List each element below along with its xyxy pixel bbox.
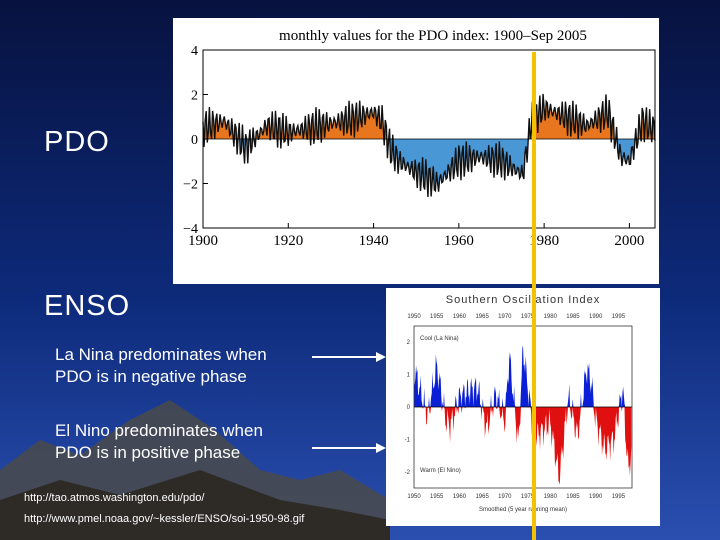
soi-y-tick-label: 2 xyxy=(407,340,411,346)
soi-warm-annotation: Warm (El Nino) xyxy=(420,468,461,474)
arrow-la-nina xyxy=(312,352,386,362)
soi-x-tick-label-bottom: 1955 xyxy=(430,494,444,500)
pdo-chart-panel: monthly values for the PDO index: 1900–S… xyxy=(173,18,659,284)
el-nino-line-1: El Nino predominates when xyxy=(55,421,263,440)
pdo-x-tick-label: 1900 xyxy=(188,233,218,249)
pdo-x-tick-label: 1960 xyxy=(444,233,474,249)
soi-x-tick-label-bottom: 1985 xyxy=(566,494,580,500)
regime-shift-marker xyxy=(532,52,536,540)
soi-x-tick-label-bottom: 1995 xyxy=(612,494,626,500)
soi-x-tick-label-top: 1960 xyxy=(453,314,467,320)
soi-chart: Southern Oscillation Index Cool (La Nina… xyxy=(405,294,633,513)
la-nina-line-2: PDO is in negative phase xyxy=(55,367,247,386)
soi-x-tick-label-top: 1985 xyxy=(566,314,580,320)
soi-x-tick-label-top: 1980 xyxy=(544,314,558,320)
soi-x-tick-label-top: 1950 xyxy=(407,314,421,320)
pdo-y-tick-label: −2 xyxy=(183,178,198,193)
soi-x-tick-label-top: 1995 xyxy=(612,314,626,320)
soi-x-tick-label-bottom: 1960 xyxy=(453,494,467,500)
soi-x-tick-label-bottom: 1970 xyxy=(498,494,512,500)
pdo-label: PDO xyxy=(44,126,110,158)
soi-y-tick-label: -2 xyxy=(405,470,411,476)
soi-cool-annotation: Cool (La Nina) xyxy=(420,336,459,342)
soi-y-tick-label: -1 xyxy=(405,437,411,443)
soi-x-tick-label-bottom: 1950 xyxy=(407,494,421,500)
pdo-x-tick-label: 1940 xyxy=(359,233,389,249)
soi-x-tick-label-top: 1965 xyxy=(475,314,489,320)
pdo-chart: monthly values for the PDO index: 1900–S… xyxy=(183,28,656,249)
soi-x-tick-label-top: 1955 xyxy=(430,314,444,320)
arrow-el-nino xyxy=(312,443,386,453)
pdo-index-line xyxy=(202,93,656,198)
pdo-chart-title: monthly values for the PDO index: 1900–S… xyxy=(279,28,587,44)
soi-x-tick-label-top: 1970 xyxy=(498,314,512,320)
soi-x-tick-label-bottom: 1990 xyxy=(589,494,603,500)
pdo-y-tick-label: 0 xyxy=(191,133,198,148)
arrows xyxy=(312,352,386,453)
soi-chart-panel: Southern Oscillation Index Cool (La Nina… xyxy=(386,288,660,526)
soi-plot-frame xyxy=(413,325,633,489)
soi-x-tick-label-top: 1990 xyxy=(589,314,603,320)
pdo-negative-area xyxy=(203,139,655,197)
soi-x-tick-label-top: 1975 xyxy=(521,314,535,320)
soi-positive-area xyxy=(414,345,632,407)
source-url-enso[interactable]: http://www.pmel.noaa.gov/~kessler/ENSO/s… xyxy=(24,513,305,525)
soi-x-tick-label-bottom: 1975 xyxy=(521,494,535,500)
soi-x-tick-label-bottom: 1965 xyxy=(475,494,489,500)
soi-plot-area: 2 1 0 -1 -2 1950 1950 1955 1955 1960 1960 1965 1965 1… xyxy=(405,314,633,500)
pdo-positive-area xyxy=(203,93,655,139)
source-url-pdo[interactable]: http://tao.atmos.washington.edu/pdo/ xyxy=(24,492,205,504)
pdo-y-tick-label: 2 xyxy=(191,89,198,104)
la-nina-note: La Nina predominates when PDO is in nega… xyxy=(55,344,325,388)
pdo-x-tick-label: 2000 xyxy=(614,233,644,249)
soi-x-tick-label-bottom: 1980 xyxy=(544,494,558,500)
pdo-y-tick-label: 4 xyxy=(191,44,198,59)
soi-y-tick-label: 0 xyxy=(407,405,411,411)
pdo-x-tick-label: 1980 xyxy=(529,233,559,249)
soi-smoothed-note: Smoothed (5 year running mean) xyxy=(479,507,567,513)
el-nino-note: El Nino predominates when PDO is in posi… xyxy=(55,420,325,464)
pdo-y-tick-label: −4 xyxy=(183,222,198,237)
enso-label: ENSO xyxy=(44,290,131,322)
soi-y-tick-label: 1 xyxy=(407,373,411,379)
el-nino-line-2: PDO is in positive phase xyxy=(55,443,241,462)
pdo-x-tick-label: 1920 xyxy=(273,233,303,249)
soi-chart-title: Southern Oscillation Index xyxy=(446,294,600,306)
soi-negative-area xyxy=(414,407,632,485)
la-nina-line-1: La Nina predominates when xyxy=(55,345,267,364)
